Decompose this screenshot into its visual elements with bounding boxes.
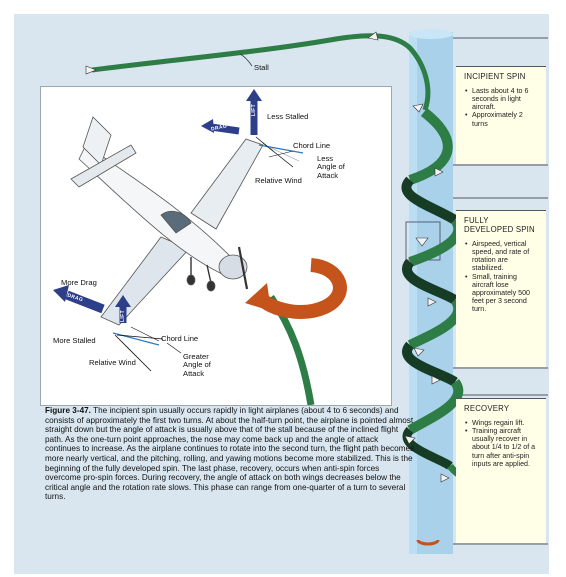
chord-line-bottom-label: Chord Line <box>161 334 199 343</box>
drag-arrow-top <box>210 123 240 135</box>
airplane-detail <box>53 89 347 405</box>
panel-bullet: Lasts about 4 to 6 seconds in light airc… <box>465 87 540 111</box>
figure-caption: Figure 3-47. The incipient spin usually … <box>45 406 415 502</box>
caption-label: Figure 3-47. <box>45 406 91 415</box>
caption-text: The incipient spin usually occurs rapidl… <box>45 406 415 502</box>
lift-tag-top: LIFT <box>251 103 258 117</box>
relative-wind-bottom-label: Relative Wind <box>89 358 136 367</box>
panel-title: INCIPIENT SPIN <box>464 72 526 81</box>
panel-bullet: Wings regain lift. <box>465 419 540 427</box>
panel-incipient-spin: INCIPIENT SPIN Lasts about 4 to 6 second… <box>456 66 546 164</box>
flight-path-ribbon <box>91 33 521 504</box>
panel-title: FULLY DEVELOPED SPIN <box>464 216 535 234</box>
rotation-arrow <box>254 258 347 319</box>
panel-recovery: RECOVERY Wings regain lift. Training air… <box>456 398 546 543</box>
drag-arrow-bottom <box>65 290 105 314</box>
less-stalled-label: Less Stalled <box>267 112 309 121</box>
more-stalled-label: More Stalled <box>53 336 96 345</box>
more-drag-label: More Drag <box>61 278 97 287</box>
less-aoa-label: Less Angle of Attack <box>317 154 345 180</box>
chord-line-top-label: Chord Line <box>293 141 331 150</box>
panel-bullet: Airspeed, vertical speed, and rate of ro… <box>465 240 540 273</box>
detail-inset: DRAG LIFT DRAG LIFT Less Stalled Chord L… <box>40 86 392 406</box>
greater-aoa-label: Greater Angle of Attack <box>183 352 211 378</box>
panel-bullet: Approximately 2 turns <box>465 111 540 127</box>
relative-wind-top-label: Relative Wind <box>255 176 302 185</box>
panel-title: RECOVERY <box>464 404 510 413</box>
panel-bullet: Small, training aircraft lose approximat… <box>465 273 540 314</box>
spin-axis-top <box>409 29 453 39</box>
stall-label: Stall <box>254 63 269 72</box>
panel-bullet: Training aircraft usually recover in abo… <box>465 427 540 468</box>
panel-fully-developed-spin: FULLY DEVELOPED SPIN Airspeed, vertical … <box>456 210 546 367</box>
airplane-silhouette <box>70 116 264 326</box>
lift-tag-bottom: LIFT <box>120 309 127 323</box>
